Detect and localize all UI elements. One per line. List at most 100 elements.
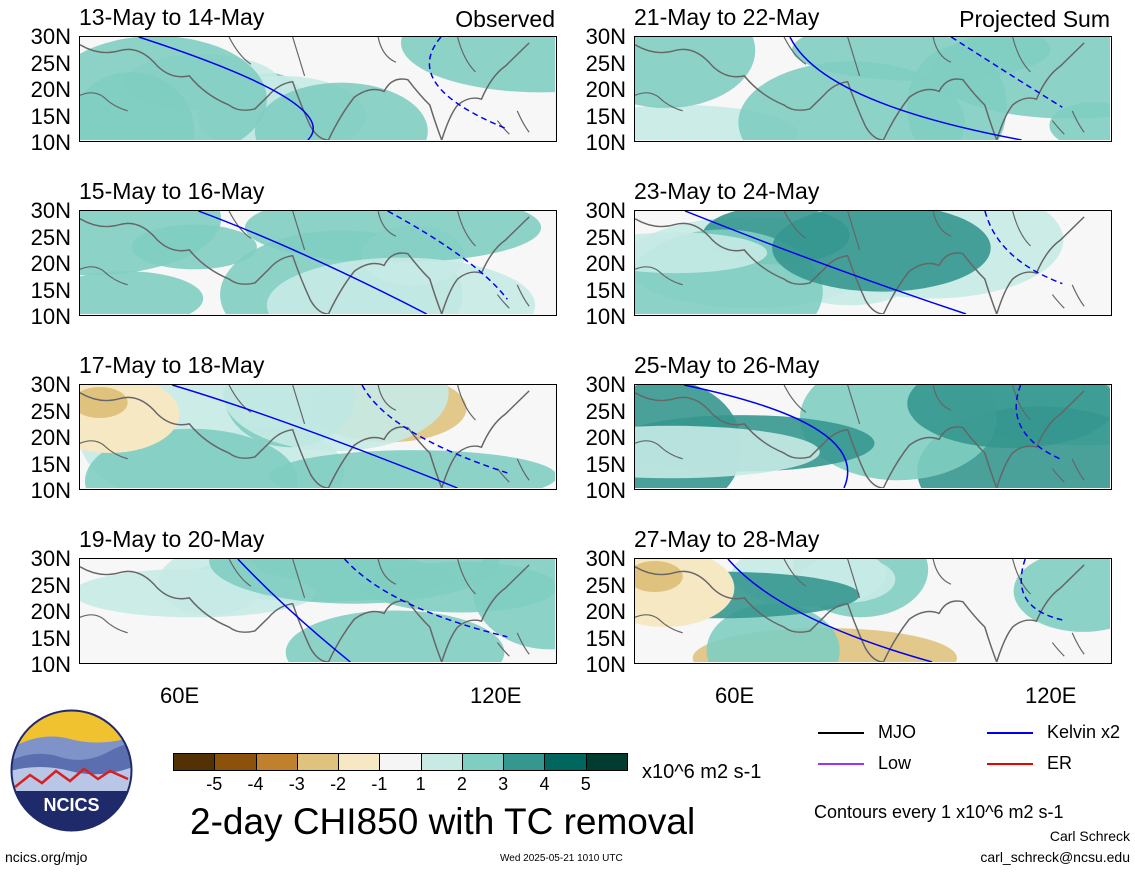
map-panel — [634, 558, 1112, 664]
ncics-logo: NCICS — [10, 709, 133, 832]
lat-label: 10N — [30, 130, 71, 155]
lat-label: 15N — [585, 625, 626, 651]
lat-label: 15N — [585, 277, 626, 303]
colorbar-swatch — [503, 753, 546, 771]
colorbar-label: -3 — [288, 774, 305, 794]
colorbar-swatch — [420, 753, 463, 771]
map-panel — [634, 384, 1112, 490]
lat-label: 30N — [585, 198, 626, 223]
lon-label: 120E — [1025, 683, 1077, 708]
legend-label: ER — [1047, 753, 1073, 773]
lat-label: 20N — [585, 599, 626, 624]
author-name: Carl Schreck — [1049, 828, 1130, 844]
lat-label: 10N — [585, 130, 626, 155]
colorbar-swatch — [379, 753, 422, 771]
timestamp: Wed 2025-05-21 1010 UTC — [500, 853, 623, 864]
lat-label: 20N — [30, 77, 71, 102]
map-panel — [634, 210, 1112, 316]
lat-label: 20N — [30, 425, 71, 450]
colorbar-swatch — [544, 753, 587, 771]
lat-label: 10N — [30, 478, 71, 503]
lat-label: 25N — [30, 50, 71, 76]
map-panel — [79, 36, 557, 142]
panel-title: 13-May to 14-May — [79, 4, 265, 30]
colorbar-label: 1 — [415, 774, 426, 794]
lat-label: 15N — [30, 277, 71, 303]
map-panel — [79, 558, 557, 664]
legend-swatch — [987, 732, 1033, 734]
main-title: 2-day CHI850 with TC removal — [190, 801, 696, 842]
author-email: carl_schreck@ncsu.edu — [980, 849, 1130, 865]
lat-label: 30N — [30, 24, 71, 49]
lat-label: 10N — [585, 304, 626, 329]
lat-label: 10N — [30, 304, 71, 329]
lat-label: 25N — [30, 398, 71, 424]
colorbar-swatch — [461, 753, 505, 771]
lat-label: 30N — [30, 198, 71, 223]
colorbar-swatch — [214, 753, 257, 771]
lat-label: 30N — [30, 372, 71, 397]
lon-label: 60E — [160, 683, 200, 708]
panel-tag: Projected Sum — [959, 6, 1110, 32]
colorbar-label: 3 — [498, 774, 509, 794]
lon-label: 120E — [470, 683, 522, 708]
lat-label: 25N — [30, 572, 71, 598]
lat-label: 20N — [585, 77, 626, 102]
lat-label: 15N — [30, 103, 71, 129]
legend-label: Kelvin x2 — [1047, 722, 1121, 742]
colorbar-swatch — [173, 753, 216, 771]
lat-label: 15N — [585, 103, 626, 129]
panel-title: 15-May to 16-May — [79, 178, 265, 204]
colorbar-label: 4 — [539, 774, 550, 794]
map-panel — [79, 210, 557, 316]
lat-label: 30N — [585, 24, 626, 49]
lat-label: 30N — [30, 546, 71, 571]
lat-label: 30N — [585, 372, 626, 397]
colorbar-label: -5 — [206, 774, 223, 794]
colorbar-label: -4 — [247, 774, 264, 794]
lat-label: 25N — [585, 398, 626, 424]
panel-title: 19-May to 20-May — [79, 526, 265, 552]
lat-label: 20N — [30, 251, 71, 276]
panel-title: 21-May to 22-May — [634, 4, 820, 30]
legend-label: Low — [878, 753, 912, 773]
lat-label: 25N — [585, 572, 626, 598]
legend-swatch — [987, 763, 1033, 765]
panel-title: 23-May to 24-May — [634, 178, 820, 204]
lat-label: 25N — [585, 224, 626, 250]
colorbar-label: -1 — [371, 774, 388, 794]
panel-title: 25-May to 26-May — [634, 352, 820, 378]
colorbar-label: 2 — [456, 774, 467, 794]
logo-text: NCICS — [43, 795, 99, 815]
lon-label: 60E — [715, 683, 755, 708]
lat-label: 10N — [585, 478, 626, 503]
legend-label: MJO — [878, 722, 916, 742]
panel-title: 17-May to 18-May — [79, 352, 265, 378]
lat-label: 10N — [585, 652, 626, 677]
lat-label: 10N — [30, 652, 71, 677]
map-panel — [79, 384, 557, 490]
lat-label: 20N — [585, 251, 626, 276]
colorbar-swatch — [255, 753, 298, 771]
colorbar-swatch — [338, 753, 381, 771]
colorbar-swatch — [585, 753, 628, 771]
lat-label: 20N — [585, 425, 626, 450]
colorbar-label: 5 — [580, 774, 591, 794]
lat-label: 25N — [30, 224, 71, 250]
panel-title: 27-May to 28-May — [634, 526, 820, 552]
lat-label: 20N — [30, 599, 71, 624]
colorbar-swatch — [296, 753, 340, 771]
lat-label: 25N — [585, 50, 626, 76]
site-link[interactable]: ncics.org/mjo — [5, 849, 88, 865]
lat-label: 15N — [30, 625, 71, 651]
lat-label: 15N — [30, 451, 71, 477]
lat-label: 15N — [585, 451, 626, 477]
colorbar-label: -2 — [330, 774, 347, 794]
legend-swatch — [818, 763, 864, 765]
contours-note: Contours every 1 x10^6 m2 s-1 — [814, 802, 1064, 822]
map-panel — [634, 36, 1112, 142]
colorbar-units: x10^6 m2 s-1 — [642, 761, 762, 783]
lat-label: 30N — [585, 546, 626, 571]
panel-tag: Observed — [455, 6, 555, 32]
legend-swatch — [818, 732, 864, 734]
